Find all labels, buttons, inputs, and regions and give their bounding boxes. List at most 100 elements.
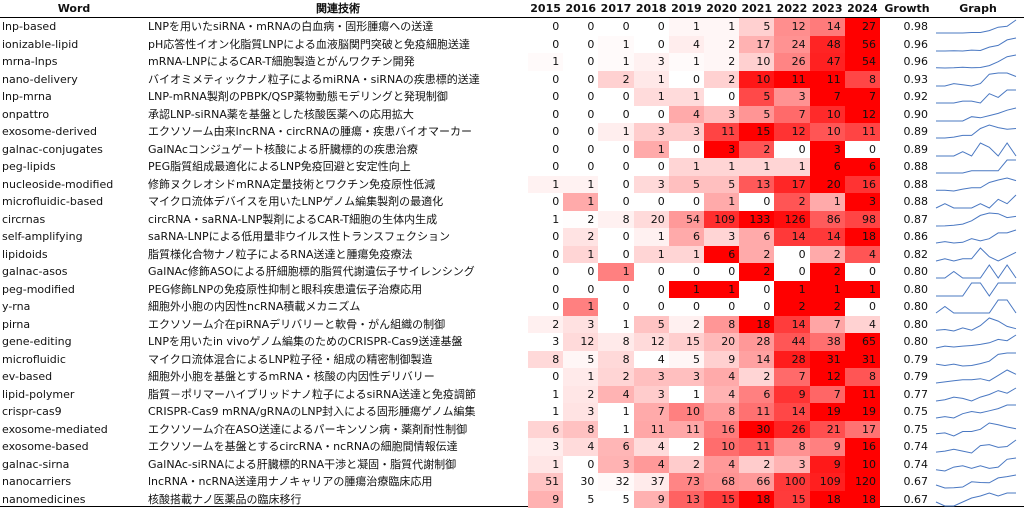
- heat-cell: 1: [598, 36, 633, 54]
- word: nucleoside-modified: [2, 176, 146, 193]
- heat-cell: 6: [739, 228, 774, 246]
- heat-cell: 1: [528, 386, 563, 404]
- sparkline-box: [934, 246, 1022, 263]
- heat-cell: 1: [598, 123, 633, 141]
- heat-cell: 7: [774, 368, 809, 386]
- heat-cell: 0: [528, 88, 563, 106]
- sparkline: [936, 213, 1016, 226]
- growth: 0.80: [882, 263, 932, 280]
- heat-cell: 8: [598, 211, 633, 229]
- heat-cell: 1: [704, 158, 739, 176]
- heat-cell: 120: [845, 473, 880, 491]
- heat-cell: 1: [739, 158, 774, 176]
- growth: 0.92: [882, 88, 932, 105]
- tech: PEG脂質組成最適化によるLNP免疫回避と安定性向上: [148, 158, 528, 175]
- heat-cell: 1: [528, 176, 563, 194]
- sparkline-box: [934, 106, 1022, 123]
- heat-cell: 11: [634, 421, 669, 439]
- word: peg-modified: [2, 281, 146, 298]
- heat-cell: 13: [669, 491, 704, 508]
- heat-cell: 10: [810, 106, 845, 124]
- heat-cell: 1: [845, 281, 880, 299]
- heat-cell: 0: [528, 263, 563, 281]
- heat-cell: 1: [563, 193, 598, 211]
- word: lipidoids: [2, 246, 146, 263]
- header-tech: 関連技術: [148, 0, 528, 17]
- heat-cell: 0: [598, 88, 633, 106]
- heat-cell: 2: [739, 141, 774, 159]
- heat-cell: 109: [810, 473, 845, 491]
- growth: 0.93: [882, 71, 932, 88]
- growth: 0.67: [882, 473, 932, 490]
- growth: 0.77: [882, 386, 932, 403]
- heat-cell: 0: [634, 281, 669, 299]
- growth: 0.88: [882, 158, 932, 175]
- heat-cell: 10: [810, 123, 845, 141]
- heat-cell: 18: [739, 316, 774, 334]
- sparkline: [936, 90, 1016, 103]
- sparkline-box: [934, 368, 1022, 385]
- heat-cell: 0: [563, 158, 598, 176]
- heat-cell: 0: [528, 368, 563, 386]
- growth: 0.90: [882, 106, 932, 123]
- heat-cell: 38: [810, 333, 845, 351]
- heat-cell: 32: [598, 473, 633, 491]
- sparkline: [936, 178, 1016, 191]
- heat-cell: 7: [774, 106, 809, 124]
- word: exosome-based: [2, 438, 146, 455]
- heat-cell: 4: [845, 316, 880, 334]
- heat-cell: 11: [669, 421, 704, 439]
- heat-cell: 109: [704, 211, 739, 229]
- heat-cell: 5: [739, 88, 774, 106]
- heat-cell: 0: [634, 263, 669, 281]
- sparkline: [936, 125, 1016, 138]
- heat-cell: 5: [563, 351, 598, 369]
- growth: 0.80: [882, 281, 932, 298]
- sparkline-box: [934, 316, 1022, 333]
- heat-cell: 1: [563, 176, 598, 194]
- sparkline-box: [934, 491, 1022, 508]
- heat-cell: 0: [528, 281, 563, 299]
- heat-cell: 0: [528, 193, 563, 211]
- tech: エクソソーム介在ASO送達によるパーキンソン病・薬剤耐性制御: [148, 421, 528, 438]
- heat-cell: 1: [563, 298, 598, 316]
- sparkline-box: [934, 158, 1022, 175]
- sparkline: [936, 458, 1016, 471]
- heat-cell: 3: [528, 438, 563, 456]
- heat-cell: 4: [634, 456, 669, 474]
- sparkline: [936, 283, 1016, 296]
- heat-cell: 100: [774, 473, 809, 491]
- heat-cell: 0: [669, 71, 704, 89]
- heat-cell: 11: [739, 403, 774, 421]
- sparkline: [936, 423, 1016, 436]
- heat-cell: 8: [598, 333, 633, 351]
- tech: 細胞外小胞を基盤とするmRNA・核酸の内因性デリバリー: [148, 368, 528, 385]
- heat-cell: 0: [563, 18, 598, 36]
- tech: lncRNA・ncRNA送達用ナノキャリアの腫瘍治療臨床応用: [148, 473, 528, 490]
- growth: 0.89: [882, 141, 932, 158]
- word: lnp-mrna: [2, 88, 146, 105]
- growth: 0.75: [882, 421, 932, 438]
- heat-cell: 3: [669, 368, 704, 386]
- heat-cell: 0: [528, 158, 563, 176]
- heat-cell: 4: [634, 438, 669, 456]
- heat-cell: 56: [845, 36, 880, 54]
- heat-cell: 0: [528, 123, 563, 141]
- heat-cell: 54: [845, 53, 880, 71]
- heat-cell: 31: [845, 351, 880, 369]
- heat-cell: 12: [810, 368, 845, 386]
- heat-cell: 14: [774, 228, 809, 246]
- heat-cell: 18: [845, 228, 880, 246]
- tech: 修飾ヌクレオシドmRNA定量技術とワクチン免疫原性低減: [148, 176, 528, 193]
- growth: 0.79: [882, 351, 932, 368]
- tech: 細胞外小胞の内因性ncRNA積載メカニズム: [148, 298, 528, 315]
- heat-cell: 0: [598, 18, 633, 36]
- sparkline-box: [934, 18, 1022, 35]
- heat-cell: 6: [528, 421, 563, 439]
- heat-cell: 0: [634, 193, 669, 211]
- heat-cell: 1: [774, 281, 809, 299]
- heat-cell: 26: [774, 421, 809, 439]
- heat-cell: 0: [528, 298, 563, 316]
- heat-cell: 31: [810, 351, 845, 369]
- heat-cell: 1: [669, 158, 704, 176]
